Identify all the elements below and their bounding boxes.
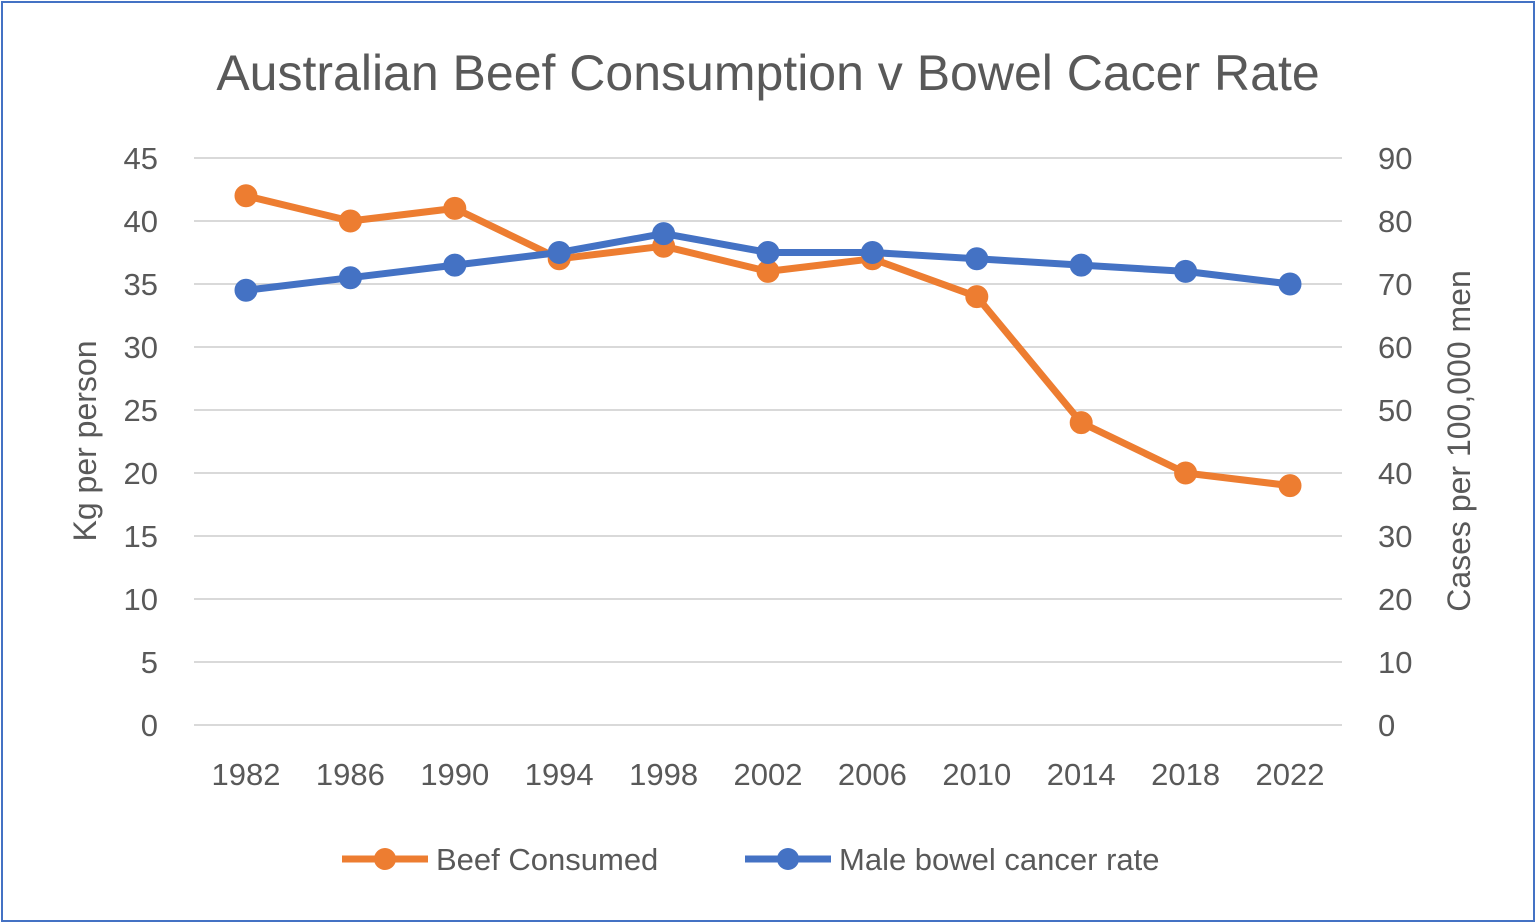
y-tick-label: 25 bbox=[124, 393, 158, 428]
data-point bbox=[338, 266, 362, 290]
data-point bbox=[1278, 272, 1302, 296]
x-axis-ticks: 1982 1986 1990 1994 1998 2002 2006 2010 2014 2018… bbox=[212, 757, 1325, 792]
y-tick-label: 45 bbox=[124, 141, 158, 176]
y-tick-label: 5 bbox=[141, 645, 158, 680]
chart-title: Australian Beef Consumption v Bowel Cace… bbox=[216, 45, 1319, 101]
data-point bbox=[652, 222, 676, 246]
data-point bbox=[860, 241, 884, 264]
x-tick-label: 2010 bbox=[942, 757, 1011, 792]
series-layer bbox=[234, 184, 1302, 498]
x-tick-label: 2006 bbox=[838, 757, 907, 792]
legend-item: Male bowel cancer rate bbox=[745, 842, 1160, 877]
x-tick-label: 2018 bbox=[1151, 757, 1220, 792]
y2-tick-label: 20 bbox=[1378, 582, 1412, 617]
y2-tick-label: 60 bbox=[1378, 330, 1412, 365]
y-tick-label: 15 bbox=[124, 519, 158, 554]
data-point bbox=[443, 196, 467, 220]
data-point bbox=[234, 184, 258, 208]
x-tick-label: 2002 bbox=[734, 757, 803, 792]
y2-tick-label: 30 bbox=[1378, 519, 1412, 554]
data-point bbox=[756, 241, 780, 264]
y2-tick-label: 70 bbox=[1378, 267, 1412, 302]
y-tick-label: 0 bbox=[141, 708, 158, 743]
x-tick-label: 1990 bbox=[420, 757, 489, 792]
y2-tick-label: 50 bbox=[1378, 393, 1412, 428]
gridlines bbox=[194, 157, 1342, 726]
legend: Beef Consumed Male bowel cancer rate bbox=[342, 842, 1160, 877]
legend-label: Male bowel cancer rate bbox=[839, 842, 1160, 877]
data-point bbox=[965, 285, 989, 309]
legend-marker bbox=[777, 848, 799, 870]
x-tick-label: 1994 bbox=[525, 757, 594, 792]
y2-tick-label: 40 bbox=[1378, 456, 1412, 491]
right-axis-title: Cases per 100,000 men bbox=[1441, 270, 1477, 612]
y-tick-label: 35 bbox=[124, 267, 158, 302]
data-point bbox=[1174, 461, 1198, 485]
series-male-bowel-cancer-rate bbox=[234, 222, 1302, 302]
y-tick-label: 30 bbox=[124, 330, 158, 365]
data-point bbox=[547, 241, 571, 264]
data-point bbox=[338, 209, 362, 233]
legend-marker bbox=[374, 848, 396, 870]
x-tick-label: 1986 bbox=[316, 757, 385, 792]
y-tick-label: 40 bbox=[124, 204, 158, 239]
data-point bbox=[965, 247, 989, 271]
left-axis-title: Kg per person bbox=[67, 340, 103, 541]
data-point bbox=[1278, 474, 1302, 498]
y-tick-label: 20 bbox=[124, 456, 158, 491]
legend-item: Beef Consumed bbox=[342, 842, 658, 877]
y2-tick-label: 80 bbox=[1378, 204, 1412, 239]
left-axis-ticks: 0 5 10 15 20 25 30 35 40 45 bbox=[124, 141, 158, 743]
data-point bbox=[443, 253, 467, 277]
right-axis-ticks: 0 10 20 30 40 50 60 70 80 90 bbox=[1378, 141, 1412, 743]
x-tick-label: 1982 bbox=[212, 757, 281, 792]
series-line bbox=[242, 192, 1294, 490]
data-point bbox=[1069, 253, 1093, 277]
y2-tick-label: 90 bbox=[1378, 141, 1412, 176]
x-tick-label: 1998 bbox=[629, 757, 698, 792]
y2-tick-label: 10 bbox=[1378, 645, 1412, 680]
x-tick-label: 2022 bbox=[1256, 757, 1325, 792]
y2-tick-label: 0 bbox=[1378, 708, 1395, 743]
data-point bbox=[1069, 411, 1093, 435]
legend-label: Beef Consumed bbox=[436, 842, 658, 877]
data-point bbox=[1174, 259, 1198, 283]
y-tick-label: 10 bbox=[124, 582, 158, 617]
x-tick-label: 2014 bbox=[1047, 757, 1116, 792]
data-point bbox=[234, 278, 258, 302]
series-beef-consumed bbox=[234, 184, 1302, 498]
